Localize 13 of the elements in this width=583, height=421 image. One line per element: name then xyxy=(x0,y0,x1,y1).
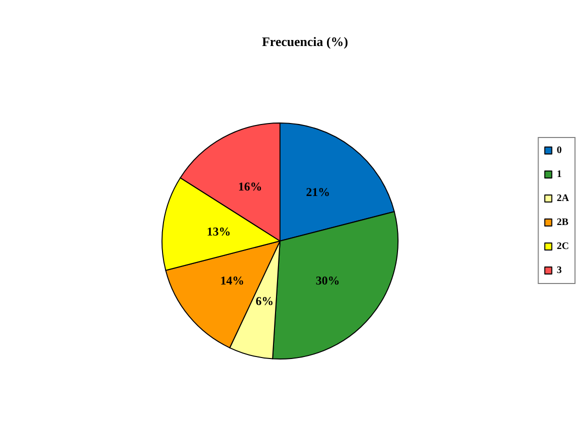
legend-label: 3 xyxy=(556,265,562,276)
data-label: 14% xyxy=(220,274,244,288)
data-label: 6% xyxy=(256,294,274,308)
legend-label: 2A xyxy=(556,193,570,204)
data-label: 13% xyxy=(206,224,231,238)
data-label: 21% xyxy=(306,185,330,200)
data-label: 30% xyxy=(316,274,340,288)
legend-label: 0 xyxy=(556,145,562,156)
legend-label: 2B xyxy=(556,217,569,228)
chart-title: Frecuencia (%) xyxy=(262,34,348,49)
data-label: 16% xyxy=(238,180,262,194)
legend-label: 2C xyxy=(556,241,570,252)
legend-label: 1 xyxy=(556,169,562,180)
